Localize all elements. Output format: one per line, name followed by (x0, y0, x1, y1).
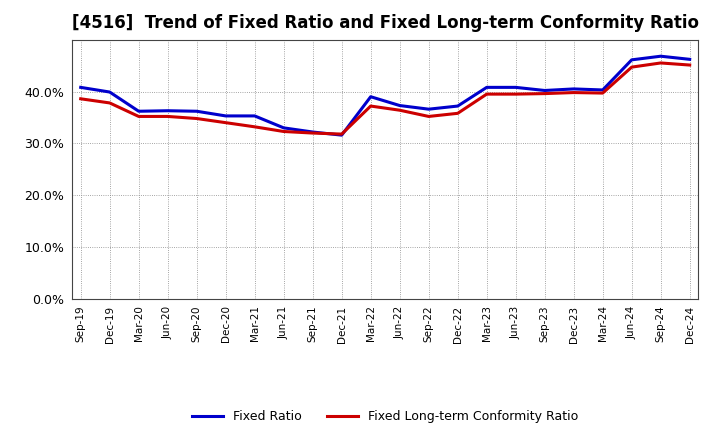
Fixed Ratio (338, 132, 346, 138)
Fixed Ratio (424, 106, 433, 112)
Fixed Ratio (135, 109, 143, 114)
Fixed Ratio (308, 129, 317, 135)
Fixed Ratio (598, 87, 607, 92)
Fixed Long-term Conformity Ratio (308, 130, 317, 136)
Fixed Ratio (366, 94, 375, 99)
Fixed Long-term Conformity Ratio (424, 114, 433, 119)
Fixed Long-term Conformity Ratio (221, 120, 230, 125)
Fixed Ratio (541, 88, 549, 93)
Fixed Long-term Conformity Ratio (76, 96, 85, 102)
Fixed Ratio (251, 113, 259, 118)
Line: Fixed Ratio: Fixed Ratio (81, 56, 690, 135)
Fixed Long-term Conformity Ratio (163, 114, 172, 119)
Fixed Long-term Conformity Ratio (395, 107, 404, 113)
Fixed Long-term Conformity Ratio (685, 62, 694, 68)
Fixed Ratio (395, 103, 404, 108)
Fixed Long-term Conformity Ratio (105, 100, 114, 106)
Fixed Ratio (570, 86, 578, 92)
Legend: Fixed Ratio, Fixed Long-term Conformity Ratio: Fixed Ratio, Fixed Long-term Conformity … (187, 405, 583, 428)
Fixed Ratio (627, 57, 636, 62)
Title: [4516]  Trend of Fixed Ratio and Fixed Long-term Conformity Ratio: [4516] Trend of Fixed Ratio and Fixed Lo… (72, 15, 698, 33)
Fixed Ratio (105, 89, 114, 95)
Fixed Long-term Conformity Ratio (192, 116, 201, 121)
Fixed Long-term Conformity Ratio (657, 60, 665, 66)
Fixed Long-term Conformity Ratio (338, 132, 346, 137)
Line: Fixed Long-term Conformity Ratio: Fixed Long-term Conformity Ratio (81, 63, 690, 134)
Fixed Ratio (163, 108, 172, 114)
Fixed Ratio (192, 109, 201, 114)
Fixed Ratio (76, 85, 85, 90)
Fixed Ratio (221, 113, 230, 118)
Fixed Long-term Conformity Ratio (541, 91, 549, 96)
Fixed Long-term Conformity Ratio (454, 111, 462, 116)
Fixed Ratio (685, 57, 694, 62)
Fixed Long-term Conformity Ratio (598, 91, 607, 96)
Fixed Long-term Conformity Ratio (251, 124, 259, 129)
Fixed Long-term Conformity Ratio (570, 90, 578, 95)
Fixed Long-term Conformity Ratio (366, 103, 375, 109)
Fixed Long-term Conformity Ratio (511, 92, 520, 97)
Fixed Long-term Conformity Ratio (482, 92, 491, 97)
Fixed Ratio (482, 85, 491, 90)
Fixed Long-term Conformity Ratio (627, 65, 636, 70)
Fixed Ratio (279, 125, 288, 131)
Fixed Long-term Conformity Ratio (135, 114, 143, 119)
Fixed Ratio (657, 54, 665, 59)
Fixed Ratio (511, 85, 520, 90)
Fixed Ratio (454, 103, 462, 109)
Fixed Long-term Conformity Ratio (279, 129, 288, 134)
